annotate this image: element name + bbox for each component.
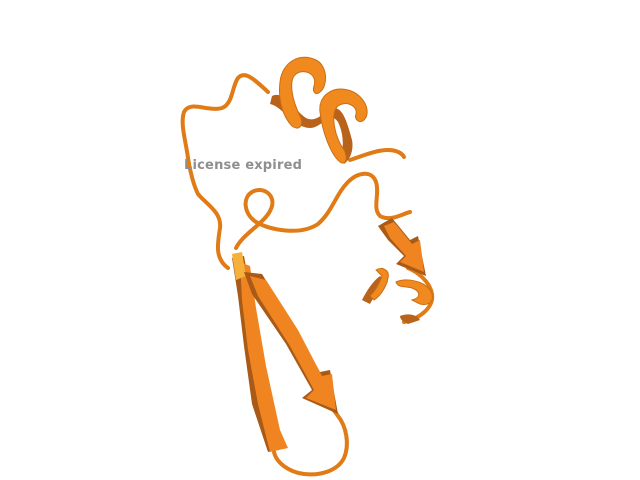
helix-turn-2 <box>319 88 368 164</box>
short-helix-right <box>362 267 433 324</box>
coil-loops <box>180 73 435 477</box>
coil-helix-exit <box>348 148 406 162</box>
beta-strand-right <box>244 272 338 414</box>
helix-turn-1 <box>279 56 326 129</box>
alpha-helix <box>270 56 368 164</box>
coil-middle-knot <box>234 171 412 250</box>
beta-strand-left <box>232 252 288 452</box>
coil-top-left-loop <box>180 73 270 270</box>
beta-strand-small <box>378 218 426 276</box>
